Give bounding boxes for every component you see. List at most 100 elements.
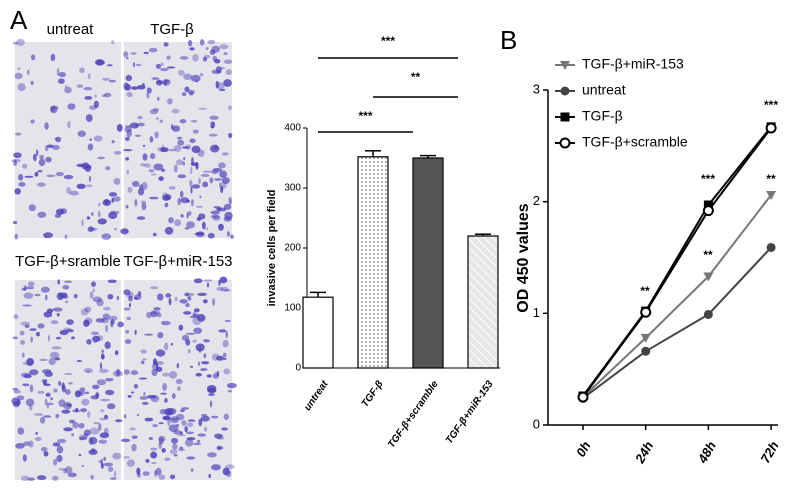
cell-stain bbox=[131, 435, 138, 439]
cell-stain bbox=[145, 459, 150, 463]
cell-stain bbox=[62, 295, 69, 300]
cell-stain bbox=[164, 416, 170, 421]
cell-stain bbox=[107, 279, 117, 283]
cell-stain bbox=[205, 47, 209, 51]
cell-stain bbox=[43, 451, 49, 457]
cell-stain bbox=[103, 462, 114, 467]
cell-stain bbox=[127, 186, 133, 193]
cell-stain bbox=[192, 129, 199, 134]
cell-stain bbox=[219, 170, 227, 179]
cell-stain bbox=[97, 210, 101, 218]
cell-stain bbox=[103, 414, 109, 419]
cell-stain bbox=[215, 66, 222, 74]
cell-stain bbox=[177, 139, 185, 146]
cell-stain bbox=[89, 427, 100, 435]
cell-stain bbox=[108, 315, 118, 321]
cell-stain bbox=[193, 327, 203, 334]
cell-stain bbox=[168, 217, 174, 224]
cell-stain bbox=[213, 205, 221, 209]
cell-stain bbox=[186, 422, 194, 427]
cell-stain bbox=[164, 397, 168, 403]
cell-stain bbox=[116, 123, 123, 132]
cell-stain bbox=[216, 370, 220, 377]
cell-stain bbox=[124, 125, 132, 128]
cell-stain bbox=[127, 395, 132, 398]
cell-stain bbox=[202, 299, 208, 304]
cell-stain bbox=[68, 382, 73, 385]
cell-stain bbox=[184, 86, 190, 93]
cell-stain bbox=[152, 232, 157, 237]
cell-stain bbox=[126, 129, 132, 138]
cell-stain bbox=[80, 308, 89, 316]
cell-stain bbox=[40, 286, 50, 293]
cell-stain bbox=[190, 468, 194, 472]
point bbox=[577, 391, 589, 403]
cell-stain bbox=[78, 391, 85, 397]
point bbox=[640, 306, 652, 318]
cell-stain bbox=[172, 443, 178, 450]
cell-stain bbox=[160, 62, 164, 67]
cell-stain bbox=[171, 125, 181, 132]
cell-stain bbox=[161, 320, 171, 326]
cell-stain bbox=[227, 389, 233, 393]
cell-stain bbox=[14, 72, 23, 80]
cell-stain bbox=[101, 233, 112, 240]
cell-stain bbox=[223, 357, 227, 360]
cell-stain bbox=[207, 387, 217, 394]
point bbox=[765, 122, 777, 134]
cell-stain bbox=[22, 454, 27, 462]
cell-stain bbox=[134, 134, 141, 137]
cell-stain bbox=[84, 317, 93, 325]
y-tick-label: 3 bbox=[533, 81, 540, 96]
cell-stain bbox=[167, 408, 177, 415]
cell-stain bbox=[37, 323, 45, 329]
cell-stain bbox=[129, 427, 137, 431]
cell-stain bbox=[158, 437, 164, 445]
cell-stain bbox=[219, 44, 229, 50]
cell-stain bbox=[138, 184, 144, 190]
cell-stain bbox=[161, 448, 166, 453]
cell-stain bbox=[111, 40, 115, 45]
line bbox=[582, 194, 772, 398]
cell-stain bbox=[192, 54, 199, 62]
cell-stain bbox=[144, 333, 154, 336]
cell-stain bbox=[200, 415, 210, 422]
cell-stain bbox=[56, 312, 60, 317]
cell-stain bbox=[154, 131, 159, 139]
cell-stain bbox=[222, 467, 230, 476]
cell-stain bbox=[61, 382, 65, 390]
cell-stain bbox=[46, 308, 54, 313]
cell-stain bbox=[189, 365, 194, 368]
cell-stain bbox=[144, 163, 151, 168]
cell-stain bbox=[131, 180, 140, 187]
cell-stain bbox=[219, 182, 222, 188]
cell-stain bbox=[177, 136, 183, 140]
cell-stain bbox=[53, 459, 58, 466]
line bbox=[582, 246, 772, 400]
cell-stain bbox=[100, 353, 105, 360]
cell-stain bbox=[27, 281, 35, 287]
cell-stain bbox=[52, 307, 63, 312]
cell-stain bbox=[209, 399, 213, 408]
significance-label: ** bbox=[411, 70, 421, 84]
cell-stain bbox=[125, 56, 129, 60]
cell-stain bbox=[203, 279, 213, 282]
cell-stain bbox=[113, 178, 121, 185]
significance-label: *** bbox=[701, 172, 715, 186]
cell-stain bbox=[158, 474, 166, 480]
cell-stain bbox=[86, 370, 90, 373]
cell-stain bbox=[108, 192, 118, 197]
cell-stain bbox=[126, 91, 133, 98]
cell-stain bbox=[196, 217, 202, 221]
cell-stain bbox=[143, 391, 146, 396]
cell-stain bbox=[102, 313, 111, 320]
cell-stain bbox=[220, 67, 225, 70]
cell-stain bbox=[199, 39, 205, 46]
cell-stain bbox=[211, 464, 221, 471]
cell-stain bbox=[201, 361, 210, 365]
cell-stain bbox=[222, 339, 229, 348]
cell-stain bbox=[14, 132, 22, 136]
cell-stain bbox=[52, 442, 61, 447]
cell-stain bbox=[149, 153, 156, 160]
y-tick-label: 1 bbox=[533, 305, 540, 320]
